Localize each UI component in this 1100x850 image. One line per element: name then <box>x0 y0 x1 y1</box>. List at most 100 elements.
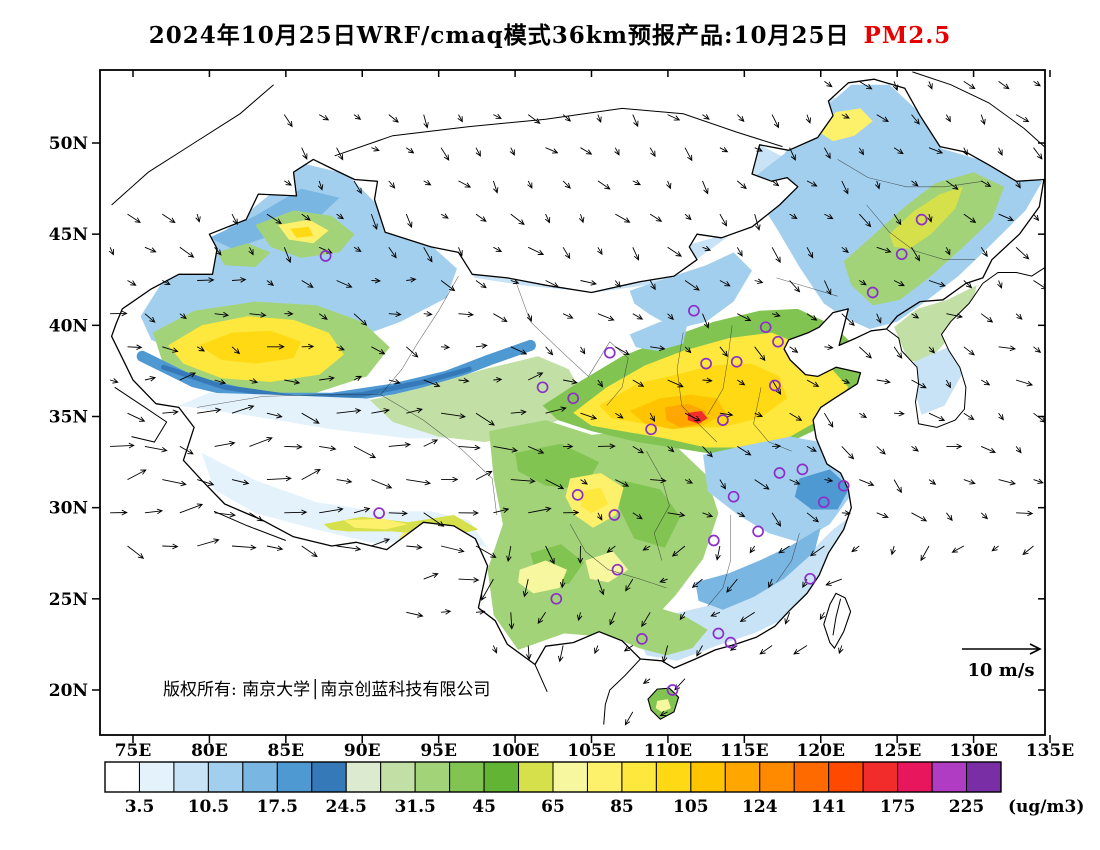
colorbar-cell <box>552 761 588 793</box>
city-marker <box>866 286 879 299</box>
colorbar-tick-label: 85 <box>610 797 634 817</box>
city-marker <box>772 335 784 348</box>
city-marker <box>773 467 786 479</box>
city-marker <box>769 379 781 392</box>
city-marker <box>804 572 816 585</box>
pm25-fill-layer <box>136 84 1043 720</box>
colorbar-cell <box>586 761 623 793</box>
city-marker <box>759 321 772 334</box>
city-marker <box>373 507 385 519</box>
lon-tick-label: 100E <box>491 741 539 761</box>
colorbar-cell <box>276 761 313 793</box>
city-marker <box>712 627 725 640</box>
lat-tick-label: 50N <box>49 134 88 154</box>
city-marker <box>700 357 712 370</box>
city-marker <box>645 423 657 436</box>
colorbar: 3.5 10.5 17.5 24.5 31.5 45 65 85 105 124 141 175 225 <box>104 761 1002 817</box>
wind-vector-layer <box>108 80 1045 726</box>
colorbar-cell <box>759 761 795 793</box>
lat-tick-label: 25N <box>49 590 88 610</box>
city-marker-layer <box>319 213 928 696</box>
colorbar-tick-label: 141 <box>811 797 847 817</box>
lon-tick-label: 95E <box>420 741 457 761</box>
colorbar-tick-label: 175 <box>880 797 916 817</box>
colorbar-cell <box>518 761 554 793</box>
lat-tick-label: 45N <box>49 225 88 245</box>
colorbar-tick-label: 225 <box>949 797 985 817</box>
colorbar-cell <box>104 761 140 793</box>
city-marker <box>796 463 809 476</box>
colorbar-cell <box>793 761 830 793</box>
lat-tick-label: 20N <box>49 681 88 701</box>
city-marker <box>724 636 737 649</box>
wind-scale: 10 m/s <box>962 643 1042 681</box>
colorbar-cell <box>862 761 899 793</box>
colorbar-cell <box>449 761 485 793</box>
city-marker <box>727 490 740 503</box>
colorbar-tick-label: 65 <box>541 797 565 817</box>
city-marker <box>319 250 332 262</box>
colorbar-cell <box>207 761 244 793</box>
city-marker <box>717 414 729 426</box>
lat-tick-label: 30N <box>49 499 88 519</box>
colorbar-tick-label: 31.5 <box>394 797 435 817</box>
copyright-text: 版权所有: 南京大学│南京创蓝科技有限公司 <box>163 679 490 700</box>
colorbar-cell <box>621 761 657 793</box>
city-marker <box>837 479 850 492</box>
colorbar-cell <box>138 761 175 793</box>
city-marker <box>571 489 584 501</box>
lon-tick-label: 75E <box>115 741 152 761</box>
colorbar-cell <box>897 761 933 793</box>
city-marker <box>536 381 549 394</box>
wind-scale-label: 10 m/s <box>967 660 1034 681</box>
map-frame <box>99 69 1046 736</box>
lon-tick-label: 120E <box>797 741 845 761</box>
city-marker <box>707 534 720 547</box>
wind-scale-arrow <box>962 643 1042 655</box>
colorbar-cell <box>311 761 347 793</box>
colorbar-unit: (ug/m3) <box>1008 797 1084 817</box>
lon-tick-label: 90E <box>344 741 381 761</box>
colorbar-tick-label: 24.5 <box>325 797 366 817</box>
title-text: 2024年10月25日WRF/cmaq模式36km预报产品:10月25日 <box>148 22 850 49</box>
colorbar-cell <box>655 761 692 793</box>
colorbar-tick-label: 10.5 <box>188 797 229 817</box>
title-pollutant: PM2.5 <box>863 22 952 49</box>
lat-tick-label: 40N <box>49 316 88 336</box>
city-marker <box>730 355 743 368</box>
city-marker <box>636 633 648 645</box>
axis-labels: 75E 80E 85E 90E 95E 100E 105E 110E 115E 120E 125E 1… <box>49 134 1074 761</box>
colorbar-cell <box>483 761 520 793</box>
city-marker <box>608 509 621 521</box>
lon-tick-label: 105E <box>567 741 615 761</box>
colorbar-cell <box>173 761 209 793</box>
lon-tick-label: 115E <box>720 741 768 761</box>
lon-tick-label: 85E <box>268 741 305 761</box>
colorbar-cell <box>966 761 1002 793</box>
city-marker <box>611 563 624 576</box>
lon-tick-label: 130E <box>949 741 997 761</box>
lat-tick-label: 35N <box>49 407 88 427</box>
city-marker <box>603 346 616 359</box>
colorbar-cell <box>380 761 416 793</box>
lon-tick-label: 125E <box>873 741 921 761</box>
colorbar-cell <box>690 761 726 793</box>
city-marker <box>688 304 700 317</box>
colorbar-tick-label: 17.5 <box>257 797 298 817</box>
colorbar-cell <box>414 761 451 793</box>
colorbar-tick-label: 105 <box>673 797 709 817</box>
lon-tick-label: 135E <box>1026 741 1074 761</box>
colorbar-cell <box>242 761 278 793</box>
city-marker <box>666 684 679 696</box>
coastline-layer <box>110 71 1045 725</box>
lon-tick-label: 80E <box>191 741 228 761</box>
city-marker <box>567 392 580 405</box>
city-marker <box>752 525 764 538</box>
axis-ticks <box>92 70 1051 743</box>
lon-tick-label: 110E <box>644 741 692 761</box>
city-marker <box>895 248 908 261</box>
colorbar-cell <box>828 761 864 793</box>
city-marker <box>915 213 928 226</box>
city-marker <box>817 496 830 509</box>
